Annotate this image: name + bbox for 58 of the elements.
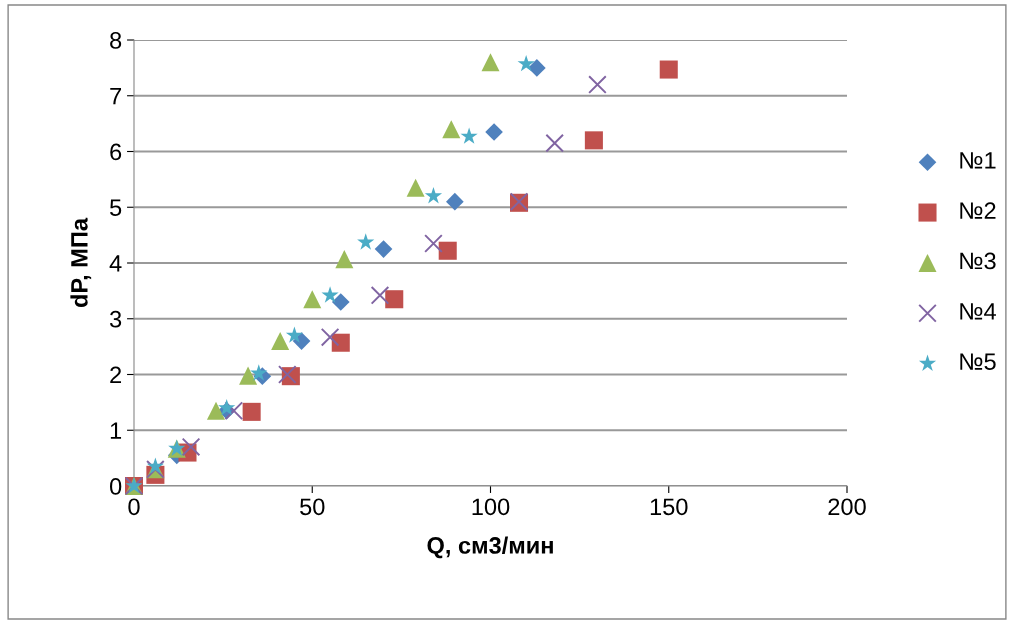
point <box>250 364 268 381</box>
point <box>659 60 678 79</box>
point <box>485 123 503 141</box>
y-tick-label: 6 <box>110 143 122 161</box>
point <box>331 333 350 352</box>
y-tick-label: 3 <box>109 310 122 328</box>
y-tick-label: 5 <box>110 199 122 217</box>
point <box>588 75 607 94</box>
point <box>206 401 226 420</box>
point <box>385 290 404 309</box>
x-tick-label: 150 <box>650 498 688 516</box>
point <box>424 234 443 253</box>
point <box>460 127 478 144</box>
point <box>320 327 340 347</box>
point <box>181 437 201 457</box>
point <box>242 402 261 421</box>
point <box>285 326 304 343</box>
point <box>406 178 425 197</box>
x-tick-label: 200 <box>828 498 866 516</box>
legend-label: №5 <box>960 353 996 371</box>
legend-label: №1 <box>960 152 996 169</box>
point <box>481 53 500 72</box>
point <box>584 131 603 150</box>
y-tick-label: 8 <box>110 32 122 49</box>
point <box>335 250 354 269</box>
x-axis-title: Q, см3/мин <box>427 536 553 559</box>
point <box>218 398 236 416</box>
point <box>321 286 339 303</box>
y-tick-label: 1 <box>110 422 122 439</box>
point <box>357 233 375 250</box>
point <box>424 187 443 204</box>
legend-label: №4 <box>960 303 996 320</box>
point <box>528 59 546 77</box>
x-tick-label: 100 <box>472 498 510 516</box>
point <box>303 290 322 309</box>
point <box>438 241 457 260</box>
point <box>331 293 350 311</box>
legend-label: №3 <box>960 252 996 270</box>
point <box>517 54 535 72</box>
point <box>277 365 297 384</box>
point <box>146 457 164 474</box>
point <box>374 240 393 258</box>
y-tick-label: 4 <box>109 255 122 272</box>
x-tick-label: 50 <box>300 498 325 516</box>
x-tick-label: 0 <box>128 498 140 516</box>
y-tick-label: 0 <box>109 478 122 495</box>
point <box>224 401 244 421</box>
y-axis-title: dP, МПа <box>70 217 92 308</box>
point <box>271 332 290 351</box>
y-tick-label: 7 <box>110 88 122 105</box>
y-tick-label: 2 <box>110 366 122 384</box>
point <box>292 332 311 350</box>
point <box>239 366 258 385</box>
point <box>545 133 564 153</box>
legend-label: №2 <box>960 202 996 219</box>
point <box>442 120 461 139</box>
point <box>370 286 390 305</box>
point <box>446 192 464 211</box>
